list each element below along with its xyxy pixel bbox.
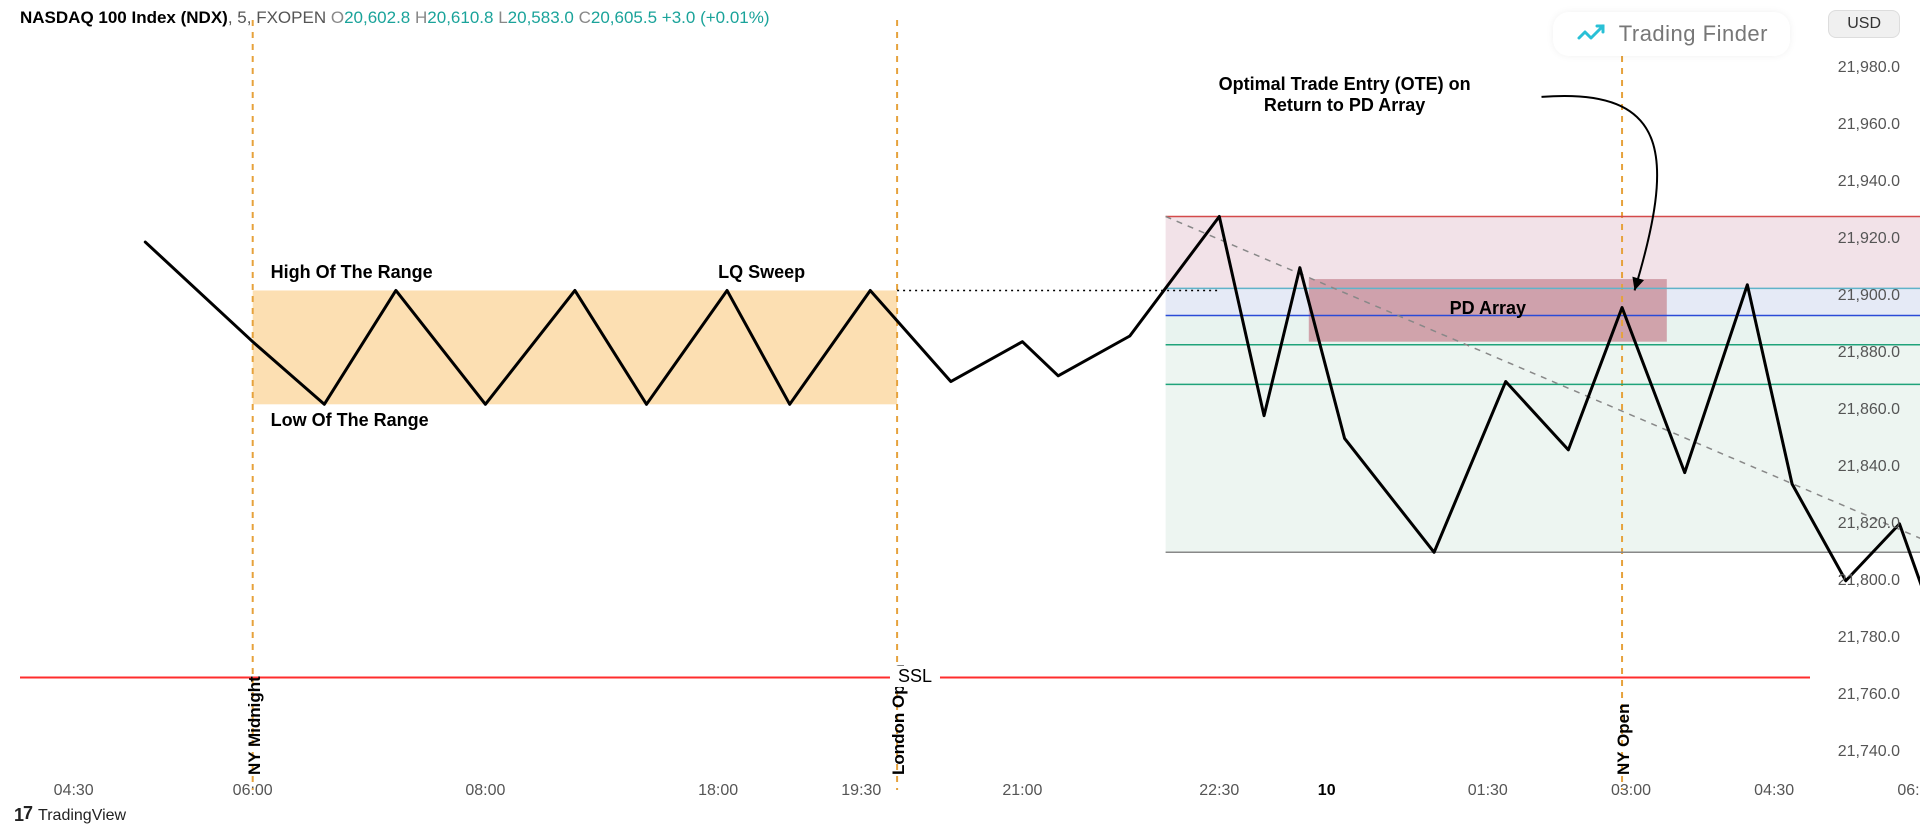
- x-axis-tick-label: 04:30: [1754, 782, 1794, 800]
- x-axis-tick-label: 08:00: [465, 782, 505, 800]
- symbol-name: NASDAQ 100 Index (NDX): [20, 8, 228, 27]
- high-of-range-label: High Of The Range: [271, 262, 433, 283]
- y-axis-tick-label: 21,760.0: [1838, 686, 1900, 704]
- y-axis-tick-label: 21,980.0: [1838, 59, 1900, 77]
- tradingview-logo: 17 TradingView: [14, 805, 126, 826]
- y-axis-tick-label: 21,840.0: [1838, 458, 1900, 476]
- x-axis-tick-label: 19:30: [841, 782, 881, 800]
- low-of-range-label: Low Of The Range: [271, 410, 429, 431]
- lq-sweep-label: LQ Sweep: [718, 262, 805, 283]
- interval: 5: [237, 8, 246, 27]
- y-axis-tick-label: 21,920.0: [1838, 230, 1900, 248]
- y-axis-tick-label: 21,740.0: [1838, 743, 1900, 761]
- x-axis-tick-label: 06:00: [233, 782, 273, 800]
- pd-array-label: PD Array: [1450, 298, 1526, 319]
- y-axis-tick-label: 21,960.0: [1838, 116, 1900, 134]
- ohlc-change: +3.0 (+0.01%): [662, 8, 770, 27]
- currency-badge[interactable]: USD: [1828, 10, 1900, 38]
- y-axis-tick-label: 21,880.0: [1838, 344, 1900, 362]
- ohlc-low: 20,583.0: [508, 8, 574, 27]
- tv-mark-icon: 17: [14, 805, 32, 826]
- ote-annotation: Optimal Trade Entry (OTE) onReturn to PD…: [1219, 74, 1471, 116]
- fib-fill: [1166, 216, 1920, 288]
- y-axis-tick-label: 21,900.0: [1838, 287, 1900, 305]
- x-axis-tick-label: 06:00: [1897, 782, 1920, 800]
- tv-text: TradingView: [38, 807, 126, 825]
- session-label: NY Open: [1614, 704, 1634, 775]
- fib-fill: [1166, 345, 1920, 553]
- brand-text: Trading Finder: [1619, 21, 1768, 47]
- x-axis-tick-label: 03:00: [1611, 782, 1651, 800]
- ohlc-high: 20,610.8: [427, 8, 493, 27]
- chart-container: NASDAQ 100 Index (NDX), 5, FXOPEN O20,60…: [0, 0, 1920, 840]
- x-axis-tick-label: 22:30: [1199, 782, 1239, 800]
- y-axis-tick-label: 21,800.0: [1838, 572, 1900, 590]
- y-axis-tick-label: 21,780.0: [1838, 629, 1900, 647]
- y-axis-tick-label: 21,820.0: [1838, 515, 1900, 533]
- y-axis-tick-label: 21,940.0: [1838, 173, 1900, 191]
- ohlc-open: 20,602.8: [344, 8, 410, 27]
- x-axis-tick-label: 18:00: [698, 782, 738, 800]
- x-axis-tick-label: 10: [1318, 782, 1336, 800]
- x-axis-tick-label: 04:30: [54, 782, 94, 800]
- x-axis-tick-label: 21:00: [1002, 782, 1042, 800]
- x-axis-tick-label: 01:30: [1468, 782, 1508, 800]
- ssl-label: SSL: [890, 666, 940, 687]
- symbol-header: NASDAQ 100 Index (NDX), 5, FXOPEN O20,60…: [20, 8, 770, 28]
- session-label: NY Midnight: [245, 676, 265, 775]
- y-axis-tick-label: 21,860.0: [1838, 401, 1900, 419]
- brand-badge: Trading Finder: [1553, 12, 1790, 56]
- exchange: FXOPEN: [256, 8, 326, 27]
- ohlc-close: 20,605.5: [591, 8, 657, 27]
- brand-icon: [1575, 18, 1607, 50]
